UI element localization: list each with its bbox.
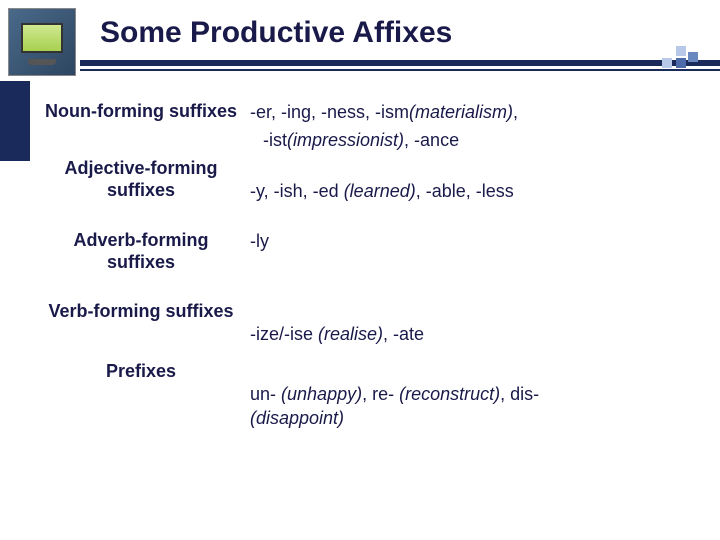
text: , dis- bbox=[500, 384, 539, 404]
row-adjective: Adjective-forming suffixes -y, -ish, -ed… bbox=[40, 157, 700, 203]
text: -er, -ing, -ness, -ism bbox=[250, 102, 409, 122]
text-italic: (materialism) bbox=[409, 102, 513, 122]
deco-square-icon bbox=[676, 46, 686, 56]
divider-thick bbox=[80, 60, 720, 66]
deco-square-icon bbox=[662, 58, 672, 68]
text: , re- bbox=[362, 384, 399, 404]
text-italic: (reconstruct) bbox=[399, 384, 500, 404]
text: -y, -ish, -ed bbox=[250, 181, 344, 201]
side-accent bbox=[0, 81, 30, 161]
text-italic: (realise) bbox=[318, 324, 383, 344]
logo-icon bbox=[8, 8, 76, 76]
content-area: Noun-forming suffixes -er, -ing, -ness, … bbox=[40, 100, 700, 530]
text-italic: (learned) bbox=[344, 181, 416, 201]
text: -ist bbox=[263, 130, 287, 150]
row-desc: un- (unhappy), re- (reconstruct), dis- (d… bbox=[250, 360, 700, 431]
row-prefixes: Prefixes un- (unhappy), re- (reconstruct… bbox=[40, 360, 700, 431]
text: un- bbox=[250, 384, 281, 404]
row-desc: -y, -ish, -ed (learned), -able, -less bbox=[250, 157, 700, 203]
row-desc: -er, -ing, -ness, -ism(materialism), bbox=[250, 100, 700, 124]
text: , -able, -less bbox=[416, 181, 514, 201]
text: , bbox=[513, 102, 518, 122]
row-adverb: Adverb-forming suffixes -ly bbox=[40, 229, 700, 274]
row-desc: -ize/-ise (realise), -ate bbox=[250, 300, 700, 346]
text-italic: (unhappy) bbox=[281, 384, 362, 404]
divider-thin bbox=[80, 69, 720, 71]
row-desc-cont: -ist(impressionist), -ance bbox=[258, 128, 700, 152]
text-italic: (impressionist) bbox=[287, 130, 404, 150]
text: , -ance bbox=[404, 130, 459, 150]
text: , -ate bbox=[383, 324, 424, 344]
header: Some Productive Affixes bbox=[0, 0, 720, 86]
row-desc: -ly bbox=[250, 229, 700, 274]
row-label: Prefixes bbox=[40, 360, 250, 431]
row-label: Noun-forming suffixes bbox=[40, 100, 250, 124]
row-label: Adverb-forming suffixes bbox=[40, 229, 250, 274]
deco-square-icon bbox=[676, 58, 686, 68]
page-title: Some Productive Affixes bbox=[100, 16, 452, 50]
text-italic: (disappoint) bbox=[250, 408, 344, 428]
row-label: Adjective-forming suffixes bbox=[40, 157, 250, 203]
text: -ize/-ise bbox=[250, 324, 318, 344]
row-verb: Verb-forming suffixes -ize/-ise (realise… bbox=[40, 300, 700, 346]
row-label: Verb-forming suffixes bbox=[40, 300, 250, 346]
row-noun: Noun-forming suffixes -er, -ing, -ness, … bbox=[40, 100, 700, 124]
deco-square-icon bbox=[688, 52, 698, 62]
